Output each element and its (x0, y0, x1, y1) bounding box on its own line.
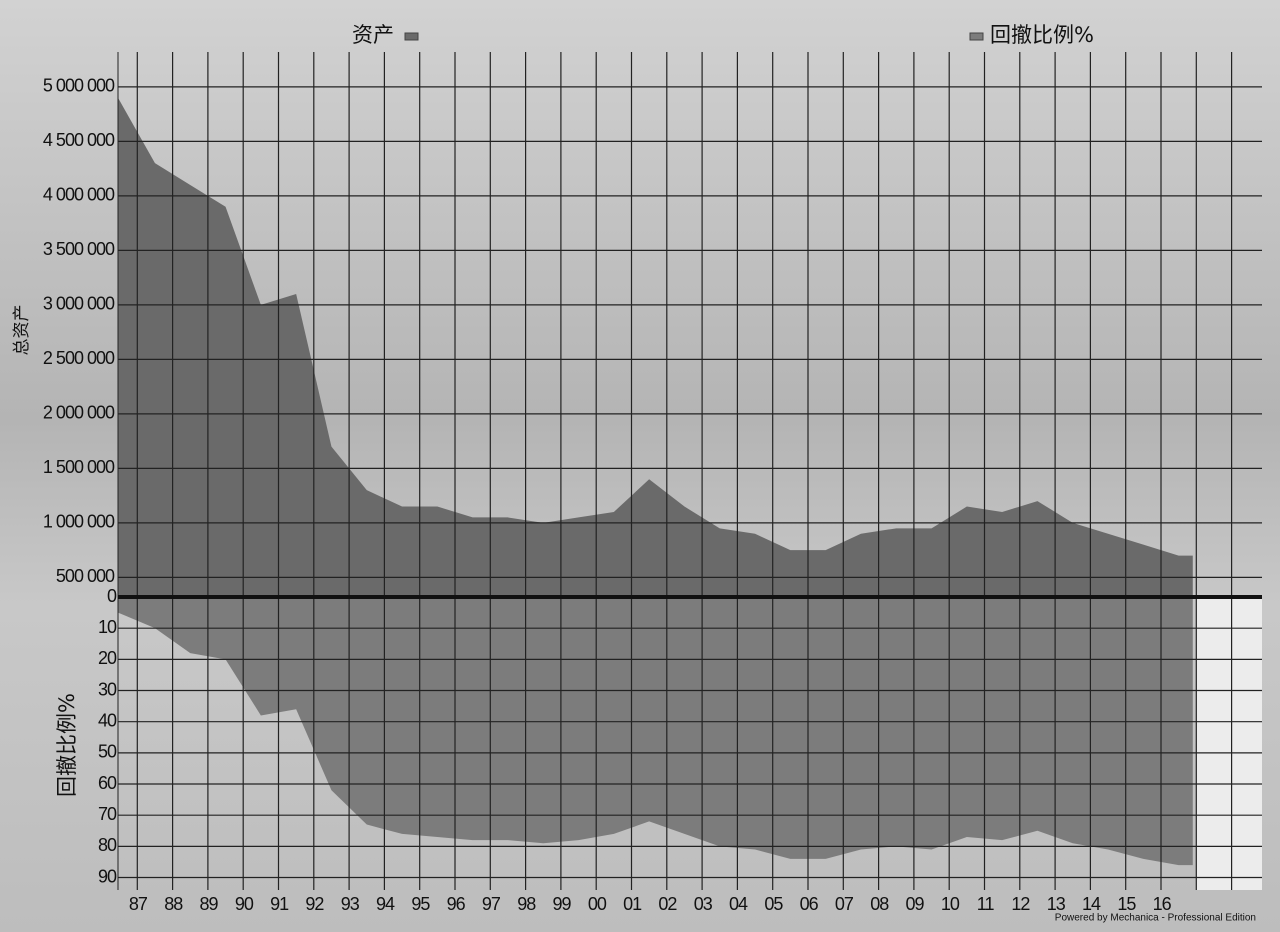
y2-tick-label: 70 (98, 804, 117, 824)
y-tick-label: 2 000 000 (43, 403, 115, 423)
x-tick-label: 08 (870, 894, 889, 914)
y2-tick-label: 0 (107, 586, 117, 606)
y-tick-label: 5 000 000 (43, 76, 115, 96)
footer: Powered by Mechanica - Professional Edit… (1055, 913, 1256, 924)
y2-axis-label: 回撤比例% (55, 693, 79, 797)
x-tick-label: 14 (1082, 894, 1101, 914)
y2-tick-label: 20 (98, 648, 117, 668)
y-tick-label: 4 000 000 (43, 185, 115, 205)
y2-tick-label: 40 (98, 710, 117, 730)
legend-swatch (969, 32, 984, 41)
y2-tick-label: 90 (98, 866, 117, 886)
x-tick-label: 97 (482, 894, 501, 914)
x-tick-label: 91 (270, 894, 289, 914)
x-tick-label: 06 (800, 894, 819, 914)
x-tick-label: 02 (658, 894, 677, 914)
x-tick-label: 05 (764, 894, 783, 914)
y2-tick-label: 60 (98, 773, 117, 793)
y-tick-label: 500 000 (56, 566, 115, 586)
x-tick-label: 16 (1153, 894, 1172, 914)
x-tick-label: 12 (1011, 894, 1030, 914)
x-tick-label: 04 (729, 894, 748, 914)
x-tick-label: 01 (623, 894, 642, 914)
legend-label: 资产 (352, 23, 394, 47)
x-tick-label: 90 (235, 894, 254, 914)
x-tick-label: 89 (200, 894, 219, 914)
x-tick-label: 13 (1047, 894, 1066, 914)
x-tick-label: 07 (835, 894, 854, 914)
y-tick-label: 3 500 000 (43, 239, 115, 259)
x-tick-label: 92 (305, 894, 324, 914)
y2-tick-label: 30 (98, 679, 117, 699)
x-tick-label: 10 (941, 894, 960, 914)
empty-region (1196, 597, 1262, 890)
y-tick-label: 4 500 000 (43, 130, 115, 150)
y-tick-label: 1 000 000 (43, 512, 115, 532)
x-tick-label: 96 (447, 894, 466, 914)
x-tick-label: 88 (164, 894, 183, 914)
x-tick-label: 00 (588, 894, 607, 914)
x-tick-label: 09 (906, 894, 925, 914)
y-tick-label: 2 500 000 (43, 348, 115, 368)
y-tick-label: 1 500 000 (43, 457, 115, 477)
x-tick-label: 87 (129, 894, 148, 914)
x-tick-label: 11 (977, 894, 995, 914)
y2-tick-label: 80 (98, 835, 117, 855)
x-tick-label: 98 (517, 894, 536, 914)
x-tick-label: 03 (694, 894, 713, 914)
plot (118, 52, 1262, 890)
asset-area (118, 97, 1193, 597)
drawdown-area (118, 597, 1193, 866)
y-axis-label: 总资产 (12, 305, 32, 356)
x-tick-label: 15 (1117, 894, 1136, 914)
x-tick-label: 95 (411, 894, 430, 914)
x-tick-label: 93 (341, 894, 360, 914)
x-tick-label: 94 (376, 894, 395, 914)
y2-tick-label: 50 (98, 742, 117, 762)
legend-label: 回撤比例% (990, 23, 1094, 47)
legend-swatch (404, 32, 419, 41)
y-tick-label: 3 000 000 (43, 294, 115, 314)
x-tick-label: 99 (553, 894, 572, 914)
y2-tick-label: 10 (98, 617, 117, 637)
